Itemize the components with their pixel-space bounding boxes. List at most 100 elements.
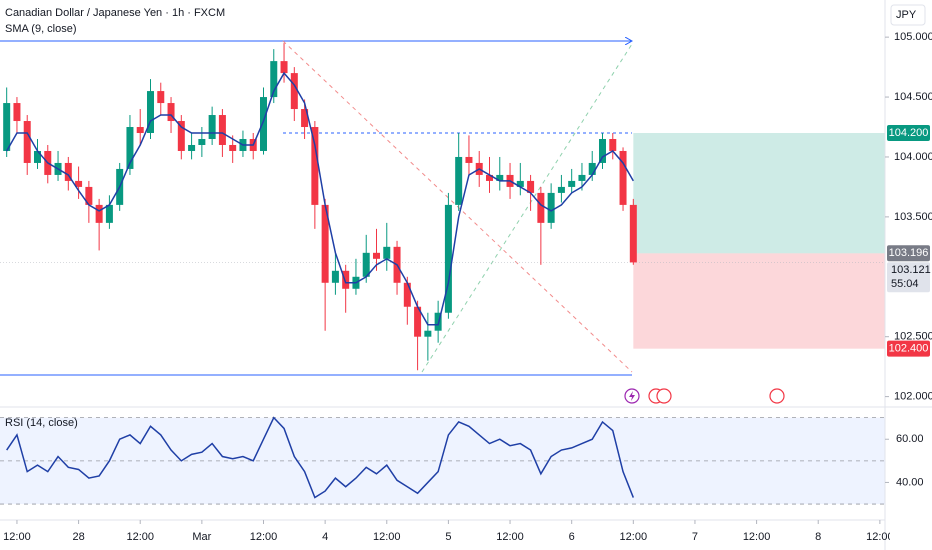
x-tick-label: 12:00 [620,531,648,543]
candle-body [496,174,504,181]
y-tick-label: 103.500 [894,211,932,223]
candle-body [568,180,576,187]
candle-body [33,150,41,163]
event-icon [769,388,785,404]
event-icon [629,391,635,401]
x-tick-label: 8 [815,531,821,543]
countdown: 55:04 [891,278,919,290]
event-icon [656,388,672,404]
candle-body [455,156,463,205]
currency: JPY [896,9,917,21]
candle-body [136,127,144,134]
candle-body [208,115,216,139]
candle-body [64,162,72,181]
candle-body [485,174,493,181]
y-tick-label: 40.00 [896,476,924,488]
candle-body [301,109,309,128]
candle-body [218,115,226,145]
y-tick-label: 60.00 [896,433,924,445]
sma-line [6,71,634,326]
x-tick-label: 12:00 [126,531,154,543]
candle-body [629,204,637,263]
x-tick-label: 12:00 [250,531,278,543]
candle-body [537,192,545,223]
candle-body [578,174,586,181]
price-tag [887,340,930,357]
indicator-label: SMA (9, close) [5,23,77,35]
y-tick-label: 104.500 [894,91,932,103]
price-tag-label: 103.196 [889,247,929,259]
candle-body [383,246,391,259]
target-zone [633,133,885,254]
x-tick-label: 28 [72,531,84,543]
currency-box[interactable] [890,4,926,26]
candle-body [157,91,165,104]
event-icons [624,388,785,404]
x-tick-label: 12:00 [496,531,524,543]
candle-body [13,103,21,122]
last-price-tag [887,262,930,293]
candle-body [177,121,185,151]
candle-body [105,204,113,223]
y-tick-label: 102.500 [894,331,932,343]
candle-body [188,144,196,151]
candle-body [75,180,83,187]
candle-body [403,282,411,307]
x-tick-label: 6 [569,531,575,543]
candle-body [280,61,288,74]
rsi-line [6,416,635,499]
candle-body [95,204,103,223]
candle-body [362,252,370,277]
y-tick-label: 105.000 [894,31,932,43]
candle-body [321,204,329,283]
candle-body [414,306,422,337]
candle-body [259,97,267,151]
y-tick-label: 104.000 [894,151,932,163]
y-tick-label: 102.000 [894,391,932,403]
candle-body [372,252,380,259]
x-tick-label: 4 [322,531,328,543]
candle-body [3,103,11,151]
candle-body [23,121,31,163]
candle-body [557,186,565,193]
candle-body [609,138,617,151]
candle-body [167,103,175,122]
price-tag-label: 104.200 [889,127,929,139]
x-tick-label: 12:00 [866,531,894,543]
candle-body [290,73,298,110]
candle-body [465,156,473,163]
x-tick-label: 7 [692,531,698,543]
candle-body [342,270,350,289]
candle-body [311,127,319,205]
x-tick-label: 12:00 [3,531,31,543]
candle-body [527,180,535,193]
candle-body [588,162,596,175]
price-tag [887,245,930,262]
time-axis: 12:00 28 12:00 Mar 12:00 4 12:00 5 12:00 6 12:00 7 1… [3,520,894,543]
x-tick-label: 5 [445,531,451,543]
candle-body [424,330,432,337]
price-tag [887,125,930,142]
drawing-line [282,40,633,373]
candle-body [270,61,278,98]
candle-body [198,138,206,145]
last-price-label: 103.121 [891,264,931,276]
rsi-pane [0,416,885,505]
price-tag-label: 102.400 [889,343,929,355]
stop-zone [633,253,885,349]
candle-body [146,91,154,134]
x-tick-label: 12:00 [743,531,771,543]
candle-body [598,138,606,163]
chart-title: Canadian Dollar / Japanese Yen · 1h · FX… [5,7,225,19]
candle-body [126,127,134,169]
candle-body [547,192,555,223]
candle-body [229,144,237,151]
candle-body [444,204,452,313]
drawing-line [421,43,633,373]
candle-body [516,180,524,187]
candle-body [85,186,93,205]
candle-body [619,150,627,205]
candle-body [331,270,339,283]
